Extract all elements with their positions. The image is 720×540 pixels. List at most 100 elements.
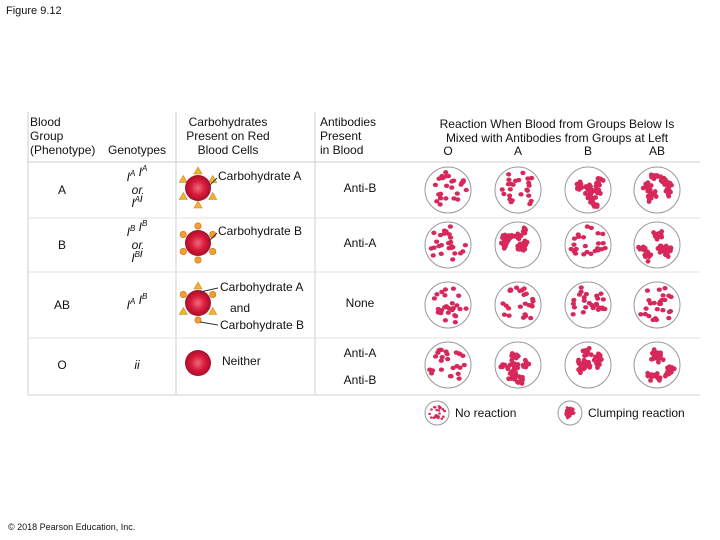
leader — [199, 321, 219, 326]
red-blood-cell — [178, 281, 218, 324]
no-reaction-well — [424, 341, 472, 389]
cell-clump — [579, 185, 584, 191]
cell-dot — [446, 232, 452, 237]
clumping-well — [564, 166, 612, 214]
cell-clump — [517, 241, 523, 247]
reaction-column: B — [584, 144, 592, 158]
genotype: IB IB — [127, 219, 148, 239]
clumping-well — [494, 341, 542, 389]
cell-dot — [526, 193, 532, 198]
cell-clump — [515, 362, 521, 367]
cell-clump — [658, 350, 663, 356]
antigen-a — [193, 200, 203, 209]
clumping-well — [564, 341, 612, 389]
cell-dot — [438, 412, 441, 415]
cell-dot — [457, 306, 463, 312]
antigen-b — [179, 231, 187, 239]
genotype: IA IB — [127, 292, 148, 312]
leader — [208, 232, 218, 242]
cell-clump — [519, 380, 525, 386]
cell-clump — [591, 201, 597, 206]
cell-dot — [450, 257, 456, 262]
cell-clump — [648, 183, 654, 188]
cell-clump — [567, 407, 570, 410]
cell-clump — [510, 361, 516, 367]
cell-dot — [581, 295, 587, 300]
carbohydrate: Carbohydrate B — [218, 224, 302, 238]
cell-dot — [442, 305, 448, 310]
allele: I — [127, 170, 131, 184]
cell-dot — [668, 294, 674, 300]
allele-sup: A — [129, 297, 135, 306]
well — [424, 400, 450, 426]
no-reaction-well — [633, 281, 681, 329]
cell-dot — [598, 291, 604, 296]
cell-dot — [439, 289, 445, 295]
cell-dot — [524, 188, 531, 193]
cell-dot — [520, 170, 526, 176]
cell-dot — [435, 408, 439, 412]
cell-clump — [500, 363, 506, 369]
reaction-column: AB — [649, 144, 665, 158]
cell-dot — [592, 248, 598, 254]
cell-dot — [432, 354, 439, 359]
cell-dot — [521, 286, 527, 291]
cell-clump — [653, 234, 658, 239]
cell-dot — [656, 287, 662, 292]
cell-dot — [438, 243, 444, 248]
allele: or — [132, 238, 144, 252]
cell-clump — [524, 239, 530, 245]
allele-sup: A — [141, 164, 147, 173]
cell-dot — [440, 417, 444, 420]
cell-dot — [588, 225, 594, 231]
phenotype: AB — [54, 298, 70, 312]
antigen-a — [208, 306, 218, 315]
cell-clump — [595, 176, 601, 181]
cell-dot — [584, 224, 590, 229]
cell-clump — [501, 245, 507, 251]
cell-dot — [434, 199, 440, 204]
cell-dot — [450, 306, 456, 311]
header-reaction: Reaction When Blood from Groups Below Is — [440, 117, 675, 131]
allele: I — [131, 251, 135, 265]
no-reaction-well — [424, 281, 472, 329]
cell-clump — [639, 246, 644, 252]
cell-dot — [571, 242, 577, 247]
cell-clump — [651, 356, 657, 361]
cell-dot — [460, 249, 466, 254]
genotype: or — [132, 238, 144, 252]
cell-clump — [582, 364, 588, 370]
header-carbohydrates: Carbohydrates — [189, 115, 268, 129]
genotype: IAi — [131, 191, 143, 210]
cell-dot — [583, 305, 589, 310]
cell-dot — [528, 315, 534, 321]
cell-dot — [595, 231, 601, 236]
cell-dot — [439, 354, 445, 360]
cell-clump — [520, 362, 526, 368]
cell-dot — [445, 240, 452, 246]
cell-dot — [437, 202, 443, 207]
cell-clump — [594, 190, 600, 196]
well — [633, 221, 681, 269]
antigen-b — [179, 290, 187, 298]
cell-dot — [571, 305, 578, 310]
cell-clump — [594, 360, 600, 366]
cell-dot — [441, 407, 445, 411]
cell-clump — [640, 185, 646, 191]
cell-dot — [660, 307, 666, 313]
cell-clump — [656, 359, 661, 365]
cell-dot — [449, 185, 455, 190]
cell-dot — [460, 178, 467, 183]
cell-clump — [583, 349, 589, 355]
cell-dot — [530, 298, 536, 304]
cell-dot — [509, 198, 515, 203]
antigen-a — [208, 191, 218, 200]
cell-dot — [597, 305, 603, 311]
cell-dot — [667, 309, 674, 314]
cell-dot — [510, 182, 516, 187]
cell-clump — [656, 232, 662, 237]
cell-dot — [501, 191, 507, 197]
cell-dot — [456, 376, 462, 381]
header-carbohydrates: Present on Red — [186, 129, 269, 143]
